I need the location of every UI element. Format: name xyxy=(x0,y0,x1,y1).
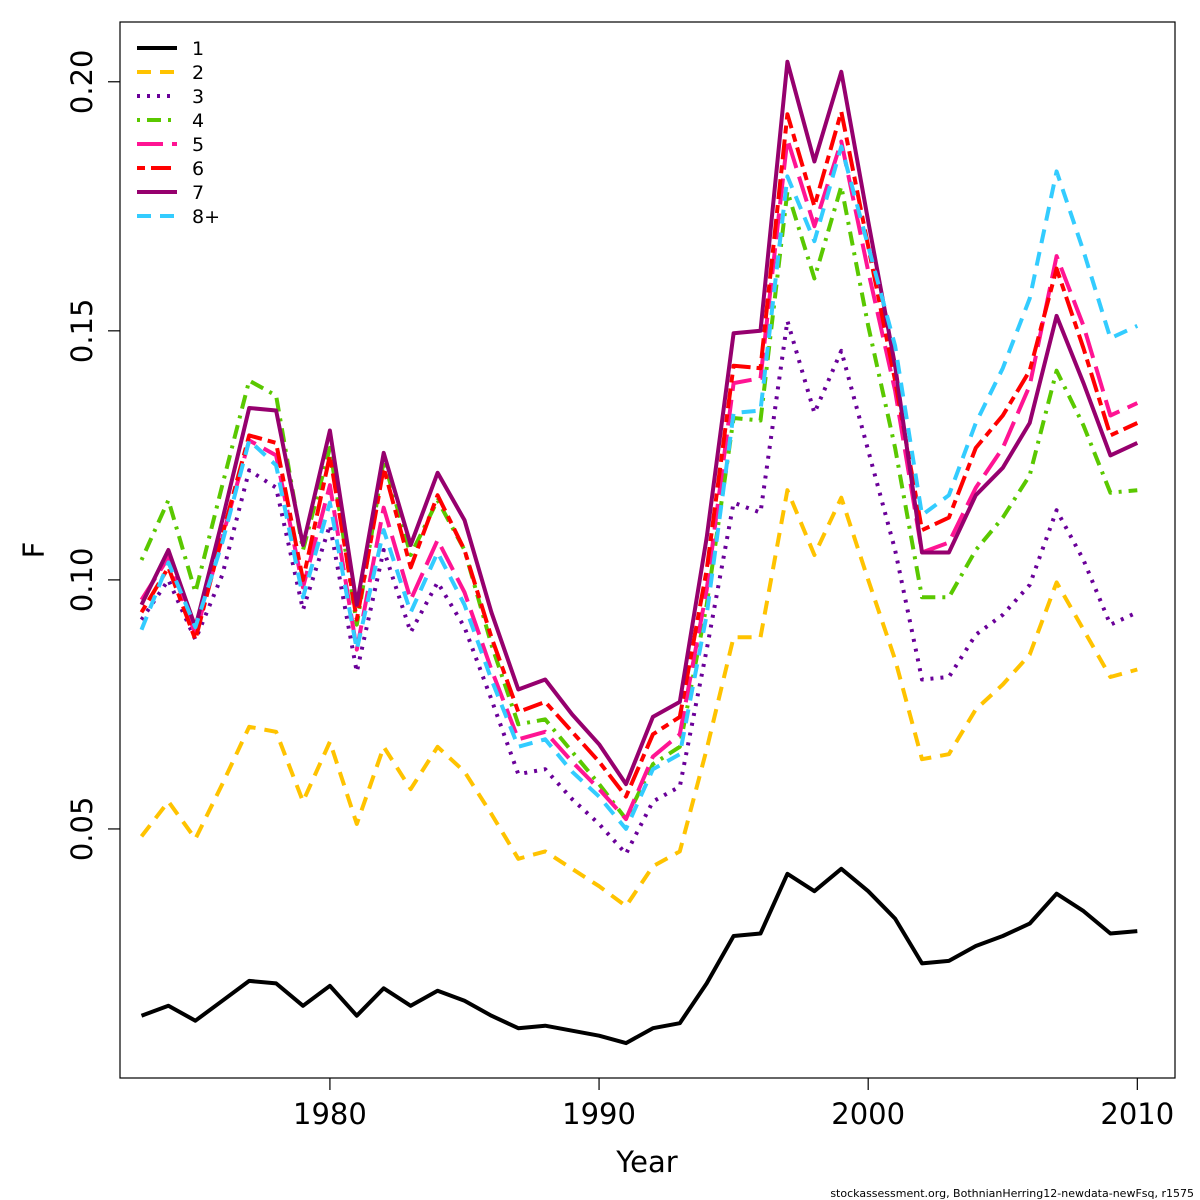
legend-label-7: 7 xyxy=(192,182,204,204)
plot-frame xyxy=(119,21,1176,1079)
legend-label-4: 4 xyxy=(192,110,204,132)
series-line-8 xyxy=(139,144,1139,831)
y-tick-label: 0.15 xyxy=(65,299,99,364)
x-tick-label: 1990 xyxy=(562,1097,636,1131)
series-line-5 xyxy=(139,137,1139,821)
y-tick-label: 0.20 xyxy=(65,50,99,115)
x-axis-title: Year xyxy=(615,1145,677,1179)
series-layer xyxy=(139,59,1139,1046)
legend-label-3: 3 xyxy=(192,86,204,108)
footer-credit: stockassessment.org, BothnianHerring12-n… xyxy=(830,1187,1194,1200)
series-line-4 xyxy=(139,184,1138,821)
y-tick-label: 0.10 xyxy=(65,548,99,613)
series-line-2 xyxy=(139,488,1138,909)
y-axis: 0.05 0.10 0.15 0.20 xyxy=(65,50,120,862)
legend-label-5: 5 xyxy=(192,134,204,156)
legend-label-1: 1 xyxy=(192,38,204,60)
x-tick-label: 1980 xyxy=(293,1097,367,1131)
x-axis: 1980 1990 2000 2010 xyxy=(293,1078,1174,1131)
legend-label-2: 2 xyxy=(192,62,204,84)
series-line-3 xyxy=(139,318,1139,856)
x-tick-label: 2000 xyxy=(831,1097,905,1131)
legend-label-8: 8+ xyxy=(192,206,220,228)
x-tick-label: 2010 xyxy=(1100,1097,1174,1131)
y-tick-label: 0.05 xyxy=(65,797,99,862)
y-axis-title: F xyxy=(17,542,51,559)
series-line-7 xyxy=(139,59,1139,787)
legend-label-6: 6 xyxy=(192,158,204,180)
series-line-1 xyxy=(140,866,1138,1046)
